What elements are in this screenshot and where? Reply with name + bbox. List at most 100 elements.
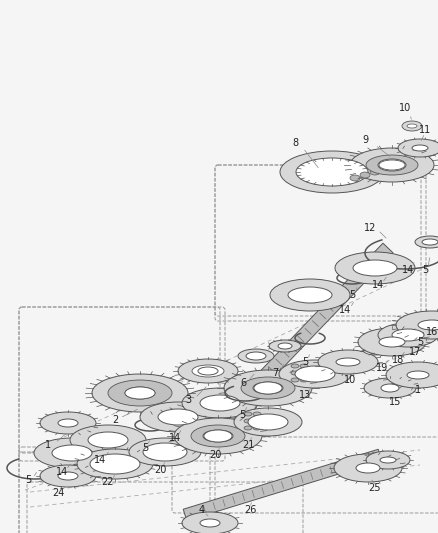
Ellipse shape (252, 419, 261, 423)
Ellipse shape (352, 260, 396, 276)
Ellipse shape (268, 340, 300, 352)
Ellipse shape (411, 145, 427, 151)
Ellipse shape (365, 155, 417, 175)
Ellipse shape (362, 345, 386, 355)
Text: 3: 3 (184, 395, 191, 405)
Ellipse shape (125, 387, 155, 399)
Text: 12: 12 (363, 223, 375, 233)
Ellipse shape (58, 419, 78, 427)
Ellipse shape (395, 311, 438, 339)
Ellipse shape (40, 412, 96, 434)
Ellipse shape (279, 360, 350, 388)
Text: 14: 14 (338, 305, 350, 315)
Text: 14: 14 (401, 265, 413, 275)
Ellipse shape (378, 160, 404, 170)
Ellipse shape (223, 370, 311, 406)
Ellipse shape (397, 139, 438, 157)
Text: 7: 7 (271, 368, 278, 378)
Ellipse shape (40, 465, 96, 487)
Ellipse shape (421, 239, 437, 245)
Ellipse shape (252, 412, 261, 416)
Ellipse shape (377, 159, 405, 171)
Text: 15: 15 (388, 397, 400, 407)
Polygon shape (183, 449, 381, 521)
Ellipse shape (290, 364, 298, 368)
Text: 6: 6 (240, 378, 246, 388)
Text: 16: 16 (425, 327, 437, 337)
Ellipse shape (349, 148, 433, 182)
Ellipse shape (295, 158, 367, 186)
Text: 5: 5 (25, 475, 31, 485)
Ellipse shape (380, 384, 398, 392)
Text: 26: 26 (243, 505, 256, 515)
Ellipse shape (58, 472, 78, 480)
Text: 8: 8 (291, 138, 297, 148)
Text: 4: 4 (198, 505, 205, 515)
Ellipse shape (406, 124, 416, 128)
Ellipse shape (143, 443, 187, 461)
Text: 20: 20 (208, 450, 221, 460)
Ellipse shape (365, 451, 409, 469)
Ellipse shape (299, 378, 307, 382)
Ellipse shape (237, 349, 273, 363)
Ellipse shape (254, 382, 281, 394)
Ellipse shape (140, 402, 215, 432)
Text: 1: 1 (414, 385, 420, 395)
Ellipse shape (406, 371, 428, 379)
Ellipse shape (290, 378, 298, 382)
Ellipse shape (247, 414, 287, 430)
Text: 18: 18 (391, 355, 403, 365)
Ellipse shape (177, 359, 237, 383)
Ellipse shape (88, 432, 128, 448)
Ellipse shape (377, 323, 437, 347)
Text: 5: 5 (416, 337, 422, 347)
Ellipse shape (70, 425, 146, 455)
Ellipse shape (191, 425, 244, 447)
Text: 11: 11 (418, 125, 430, 135)
Ellipse shape (244, 412, 251, 416)
Text: 10: 10 (398, 103, 410, 113)
Ellipse shape (287, 287, 331, 303)
Text: 22: 22 (102, 477, 114, 487)
Text: 14: 14 (371, 280, 383, 290)
Text: 24: 24 (52, 488, 64, 498)
Ellipse shape (299, 364, 307, 368)
Ellipse shape (240, 377, 294, 399)
Text: 17: 17 (408, 347, 420, 357)
Ellipse shape (334, 252, 414, 284)
Text: 2: 2 (112, 415, 118, 425)
Text: 20: 20 (153, 465, 166, 475)
Ellipse shape (200, 519, 219, 527)
Ellipse shape (125, 387, 155, 399)
Ellipse shape (252, 426, 261, 430)
Ellipse shape (252, 382, 283, 394)
Ellipse shape (90, 454, 140, 474)
Ellipse shape (290, 371, 298, 375)
Ellipse shape (317, 350, 377, 374)
Text: 13: 13 (298, 390, 311, 400)
Ellipse shape (269, 279, 349, 311)
Ellipse shape (108, 380, 172, 406)
Ellipse shape (200, 395, 240, 411)
Ellipse shape (357, 328, 425, 356)
Ellipse shape (202, 430, 233, 442)
Text: 5: 5 (141, 443, 148, 453)
Ellipse shape (391, 329, 423, 341)
Ellipse shape (414, 236, 438, 248)
Text: 5: 5 (348, 290, 354, 300)
Ellipse shape (129, 438, 201, 466)
Ellipse shape (401, 121, 421, 131)
Text: 5: 5 (301, 357, 307, 367)
Ellipse shape (182, 388, 258, 418)
Text: 14: 14 (94, 455, 106, 465)
Ellipse shape (363, 378, 415, 398)
Ellipse shape (349, 175, 359, 181)
Ellipse shape (34, 438, 110, 468)
Ellipse shape (333, 454, 401, 482)
Ellipse shape (245, 352, 265, 360)
Ellipse shape (385, 362, 438, 388)
Ellipse shape (191, 365, 223, 377)
Ellipse shape (417, 320, 438, 330)
Text: 21: 21 (241, 440, 254, 450)
Ellipse shape (379, 457, 395, 463)
